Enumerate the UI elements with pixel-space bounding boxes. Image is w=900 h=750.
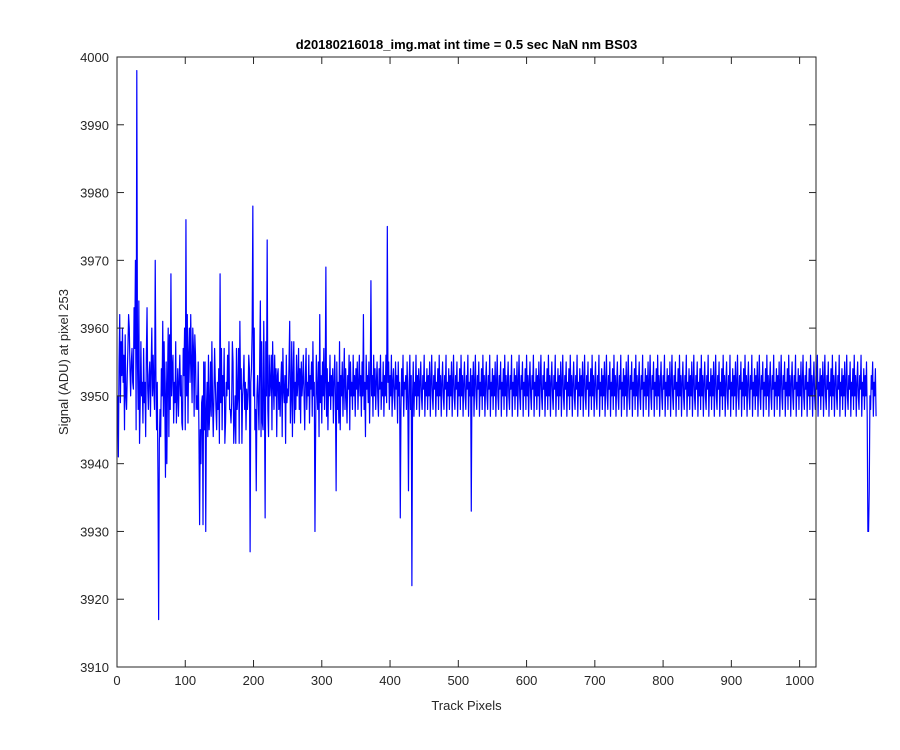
x-tick-label: 200 [243,673,265,688]
y-tick-label: 3940 [80,457,109,472]
x-tick-label: 400 [379,673,401,688]
y-tick-label: 4000 [80,50,109,65]
y-tick-label: 3920 [80,592,109,607]
y-tick-label: 3980 [80,186,109,201]
chart-title: d20180216018_img.mat int time = 0.5 sec … [296,37,637,52]
y-tick-label: 3990 [80,118,109,133]
x-tick-label: 300 [311,673,333,688]
x-tick-label: 900 [721,673,743,688]
axes-box [116,56,817,668]
y-axis-label: Signal (ADU) at pixel 253 [56,289,71,435]
series-layer [117,69,877,621]
y-tick-label: 3950 [80,389,109,404]
x-tick-label: 0 [113,673,120,688]
x-tick-label: 500 [447,673,469,688]
series-line-0 [117,69,877,621]
x-tick-label: 600 [516,673,538,688]
y-tick-label: 3910 [80,660,109,675]
axes-layer: 0 100 200 300 400 500 600 700 800 900 1000 3910 3920… [80,50,817,688]
y-tick-label: 3960 [80,321,109,336]
x-tick-label: 700 [584,673,606,688]
x-axis-label: Track Pixels [431,698,502,713]
y-tick-label: 3930 [80,524,109,539]
x-tick-label: 1000 [785,673,814,688]
y-tick-label: 3970 [80,253,109,268]
x-tick-label: 800 [652,673,674,688]
x-tick-label: 100 [174,673,196,688]
